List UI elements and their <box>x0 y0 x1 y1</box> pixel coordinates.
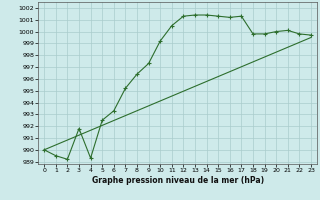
X-axis label: Graphe pression niveau de la mer (hPa): Graphe pression niveau de la mer (hPa) <box>92 176 264 185</box>
